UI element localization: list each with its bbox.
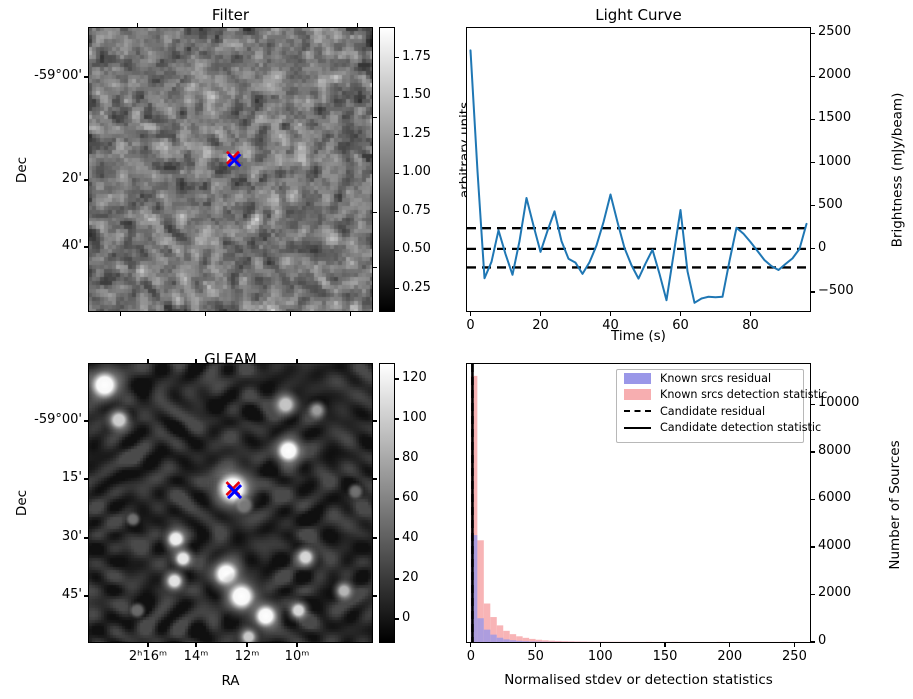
lightcurve-x-tick: 20: [532, 318, 549, 333]
legend-item: Candidate detection statistic: [617, 420, 821, 437]
histogram-xlabel: Normalised stdev or detection statistics: [504, 672, 773, 688]
histogram-legend: Known srcs residual Known srcs detection …: [616, 369, 827, 443]
lightcurve-x-tick: 60: [672, 318, 689, 333]
histogram-series: [470, 364, 808, 642]
lightcurve-x-tick: 40: [602, 318, 619, 333]
legend-label: Known srcs detection statistic: [660, 388, 828, 402]
filter-colorbar-tick: 0.25: [402, 279, 431, 295]
histogram-ylabel: Number of Sources: [887, 440, 903, 570]
histogram-x-tick: 250: [782, 649, 807, 664]
filter-colorbar-tick: 1.75: [402, 48, 431, 64]
legend-label: Known srcs residual: [660, 371, 772, 385]
gleam-colorbar-tick: 100: [402, 410, 427, 425]
histogram-y-tick: 4000: [818, 537, 852, 553]
histogram-y-tick: 6000: [818, 490, 852, 506]
filter-ylabel: Dec: [14, 156, 30, 184]
gleam-ylabel: Dec: [14, 489, 30, 517]
filter-title: Filter: [211, 6, 250, 24]
filter-colorbar-tick: 1.25: [402, 125, 431, 141]
gleam-y-tick: 30': [61, 529, 82, 544]
legend-swatch: [624, 389, 651, 401]
legend-line: [624, 410, 651, 413]
legend-item: Known srcs residual: [617, 370, 803, 387]
legend-item: Candidate residual: [617, 403, 803, 420]
lightcurve-y-tick: −500: [818, 283, 854, 299]
legend-item: Known srcs detection statistic: [617, 387, 827, 404]
histogram-x-tick: 200: [717, 649, 743, 664]
filter-colorbar-tick: 1.50: [402, 87, 431, 103]
filter-colorbar: [379, 27, 395, 312]
gleam-colorbar-tick: 80: [402, 450, 419, 465]
gleam-x-tick: 14ᵐ: [183, 649, 209, 664]
gleam-image: [88, 363, 373, 643]
histogram-y-tick: 8000: [818, 442, 852, 458]
gleam-colorbar: [379, 363, 395, 643]
lightcurve-y-tick: 0: [818, 239, 827, 255]
filter-colorbar-tick: 0.50: [402, 241, 431, 257]
gleam-y-tick: -59°00': [34, 412, 82, 427]
gleam-y-tick: 15': [61, 470, 82, 485]
lightcurve-y-tick: 1500: [818, 110, 852, 126]
histogram-x-tick: 0: [466, 649, 476, 664]
histogram-x-tick: 150: [652, 649, 678, 664]
filter-y-tick: 20': [61, 171, 82, 186]
gleam-xlabel: RA: [221, 673, 240, 689]
lightcurve-title: Light Curve: [595, 6, 682, 24]
gleam-colorbar-tick: 60: [402, 490, 419, 505]
filter-target-marker: [226, 150, 242, 168]
gleam-y-tick: 45': [61, 587, 82, 602]
gleam-colorbar-tick: 40: [402, 530, 419, 545]
filter-colorbar-tick: 0.75: [402, 202, 431, 218]
gleam-target-marker: [225, 481, 243, 500]
lightcurve-y-tick: 500: [818, 196, 843, 212]
legend-label: Candidate residual: [660, 404, 766, 418]
histogram-y-tick: 0: [818, 633, 827, 648]
filter-y-tick: -59°00': [34, 68, 82, 83]
lightcurve-plot-area: [466, 27, 811, 312]
gleam-x-tick: 12ᵐ: [234, 649, 260, 664]
histogram-x-tick: 100: [587, 649, 613, 664]
filter-image: [88, 27, 373, 312]
histogram-x-tick: 50: [527, 649, 544, 664]
filter-colorbar-tick: 1.00: [402, 164, 431, 180]
gleam-colorbar-tick: 0: [402, 610, 411, 625]
lightcurve-xlabel: Time (s): [611, 328, 666, 344]
gleam-colorbar-tick: 120: [402, 370, 427, 385]
legend-label: Candidate detection statistic: [660, 421, 822, 435]
gleam-x-tick: 10ᵐ: [284, 649, 310, 664]
gleam-x-tick: 2ʰ16ᵐ: [128, 649, 168, 664]
histogram-y-tick: 2000: [818, 585, 852, 601]
legend-swatch: [624, 372, 651, 384]
lightcurve-ylabel: Brightness (mJy/beam): [889, 92, 906, 248]
lightcurve-y-tick: 2500: [818, 24, 852, 40]
filter-y-tick: 40': [61, 238, 82, 253]
lightcurve-series: [467, 49, 810, 304]
histogram-y-tick: 10000: [818, 395, 860, 411]
lightcurve-x-tick: 80: [742, 318, 759, 333]
legend-line: [624, 426, 651, 429]
lightcurve-x-tick: 0: [466, 318, 475, 333]
lightcurve-y-tick: 2000: [818, 67, 852, 83]
lightcurve-y-tick: 1000: [818, 153, 852, 169]
gleam-colorbar-tick: 20: [402, 570, 419, 585]
